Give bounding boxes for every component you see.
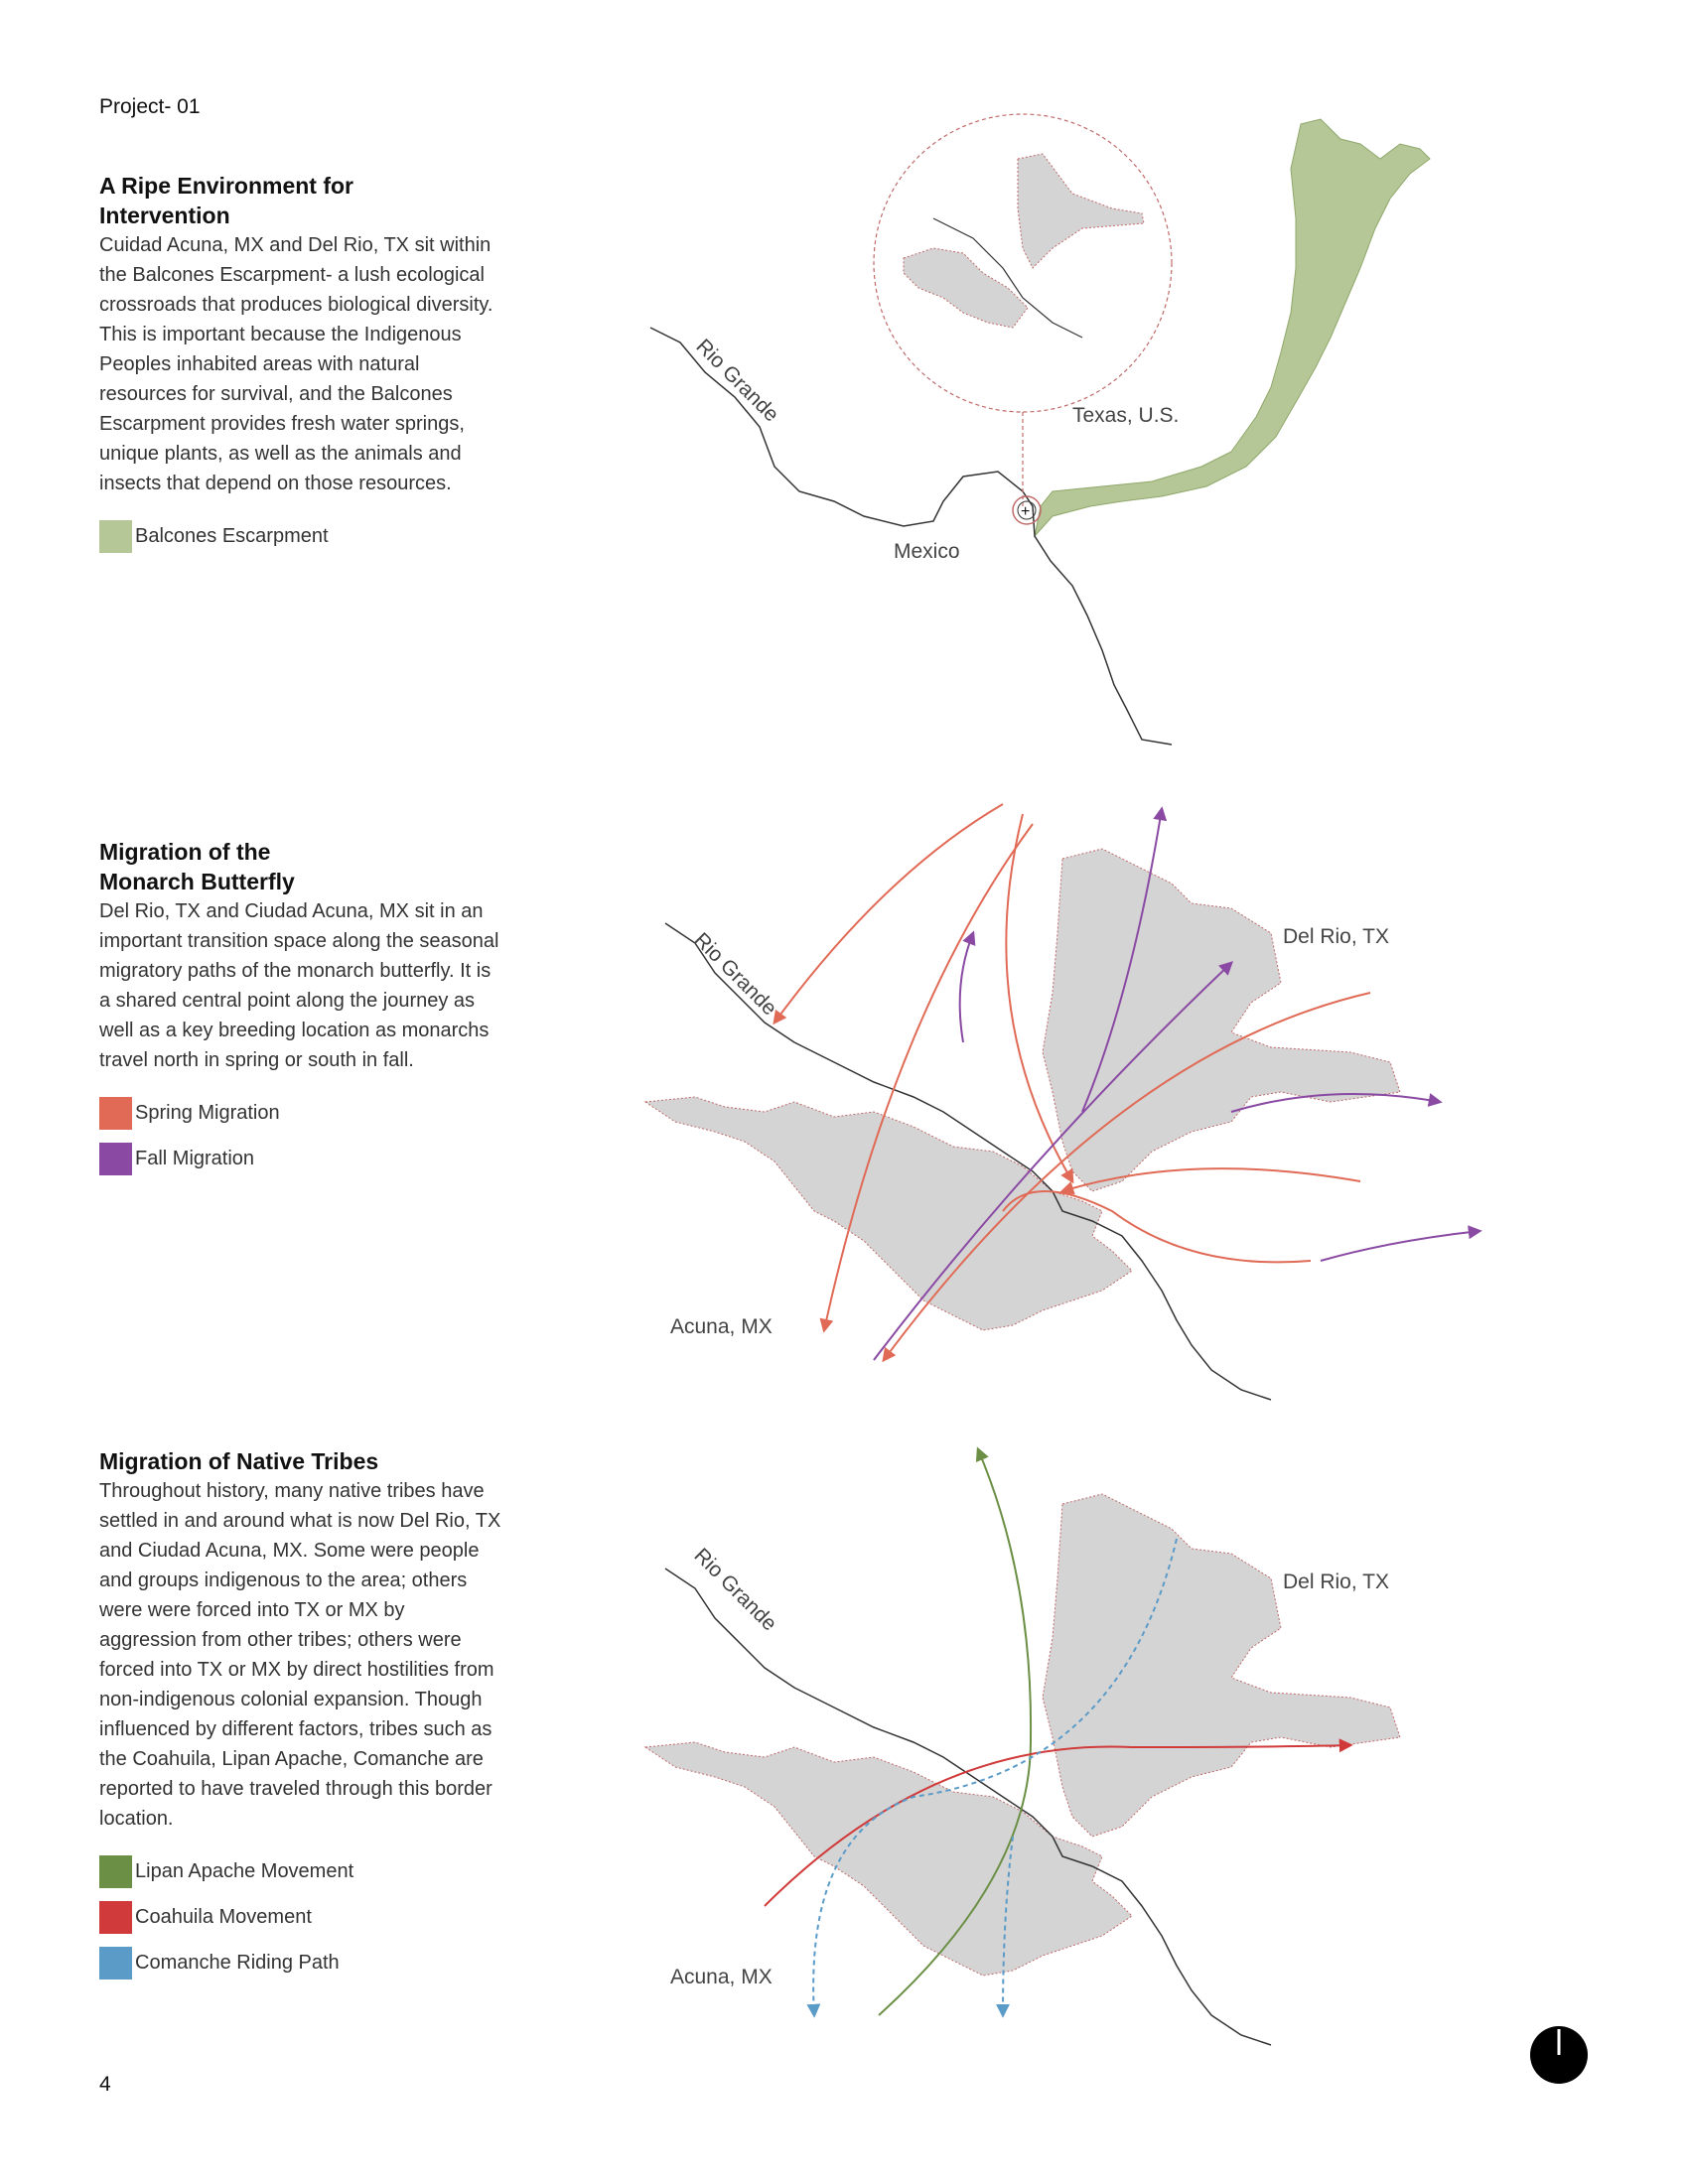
rio-grande-river (649, 327, 1173, 746)
project-label: Project- 01 (99, 95, 201, 118)
city-acuna (643, 1096, 1133, 1331)
tribes-map: Rio Grande Del Rio, TX Acuna, MX (643, 1446, 1401, 2046)
inset-city-delrio (1017, 153, 1145, 269)
fall-arrow-1 (958, 930, 976, 1043)
city-delrio (1042, 1493, 1401, 1838)
location-marker-inner (1017, 500, 1037, 520)
legend-item-fall: Fall Migration (99, 1143, 501, 1175)
delrio-label: Del Rio, TX (1283, 925, 1389, 948)
inset-river (932, 217, 1083, 339)
location-plus: + (1021, 503, 1030, 520)
legend-label: Coahuila Movement (135, 1906, 312, 1928)
legend: Lipan Apache Movement Coahuila Movement … (99, 1855, 501, 1979)
legend-swatch (99, 520, 132, 553)
section-title: Migration of Native Tribes (99, 1448, 379, 1474)
section-title: A Ripe Environment for Intervention (99, 173, 353, 228)
section-body: Throughout history, many native tribes h… (99, 1480, 501, 1830)
coahuila-arrow (764, 1738, 1353, 1907)
river-label: Rio Grande (689, 1544, 780, 1635)
section-environment: A Ripe Environment for Intervention Cuid… (99, 171, 501, 566)
spring-arrow-1 (773, 803, 1004, 1025)
legend: Balcones Escarpment (99, 520, 501, 553)
legend-label: Fall Migration (135, 1148, 255, 1169)
section-tribes: Migration of Native Tribes Throughout hi… (99, 1446, 501, 1992)
fall-arrow-5 (1320, 1225, 1482, 1262)
city-acuna (643, 1741, 1133, 1977)
section-title: Migration of the Monarch Butterfly (99, 839, 295, 894)
inset-circle (873, 113, 1173, 413)
legend-label: Balcones Escarpment (135, 525, 329, 547)
legend-label: Comanche Riding Path (135, 1952, 340, 1974)
legend-swatch (99, 1947, 132, 1979)
legend-swatch (99, 1855, 132, 1888)
river-label: Rio Grande (691, 335, 782, 426)
rio-grande-river (664, 922, 1272, 1401)
acuna-label: Acuna, MX (670, 1315, 773, 1338)
fall-arrow-4 (1230, 1093, 1443, 1113)
legend-swatch (99, 1097, 132, 1130)
section-body: Cuidad Acuna, MX and Del Rio, TX sit wit… (99, 234, 493, 494)
page-number: 4 (99, 2073, 111, 2096)
legend-item-spring: Spring Migration (99, 1097, 501, 1130)
legend-item-balcones: Balcones Escarpment (99, 520, 501, 553)
texas-label: Texas, U.S. (1072, 404, 1179, 427)
delrio-label: Del Rio, TX (1283, 1570, 1389, 1593)
spring-arrow-5 (1059, 1167, 1361, 1195)
city-delrio (1042, 848, 1401, 1192)
fall-arrow-3 (873, 961, 1234, 1361)
legend-label: Spring Migration (135, 1102, 280, 1124)
spring-arrow-3 (819, 823, 1034, 1333)
logo-icon (1530, 2026, 1588, 2084)
legend: Spring Migration Fall Migration (99, 1097, 501, 1175)
acuna-label: Acuna, MX (670, 1966, 773, 1988)
rio-grande-river (664, 1568, 1272, 2046)
mexico-label: Mexico (894, 540, 960, 563)
legend-item-coahuila: Coahuila Movement (99, 1901, 501, 1934)
legend-item-lipan: Lipan Apache Movement (99, 1855, 501, 1888)
spring-arrow-4 (882, 992, 1371, 1363)
lipan-arrow (878, 1446, 1033, 2016)
section-body: Del Rio, TX and Ciudad Acuna, MX sit in … (99, 900, 499, 1071)
monarch-map: Rio Grande Del Rio, TX Acuna, MX (643, 803, 1482, 1401)
fall-arrow-2 (1081, 806, 1168, 1113)
legend-swatch (99, 1901, 132, 1934)
spring-arrow-6 (1002, 1190, 1312, 1264)
inset-city-acuna (903, 247, 1029, 329)
balcones-escarpment-shape (1034, 118, 1431, 538)
comanche-arrow-2 (996, 1836, 1014, 2018)
escarpment-map: + Rio Grande Texas, U.S. Mexico (649, 113, 1431, 746)
section-monarch: Migration of the Monarch Butterfly Del R… (99, 837, 501, 1188)
legend-swatch (99, 1143, 132, 1175)
legend-label: Lipan Apache Movement (135, 1860, 354, 1882)
comanche-arrow-1 (806, 1538, 1178, 2018)
location-marker (1012, 495, 1042, 525)
spring-arrow-2 (1005, 813, 1074, 1184)
river-label: Rio Grande (689, 928, 780, 1020)
legend-item-comanche: Comanche Riding Path (99, 1947, 501, 1979)
